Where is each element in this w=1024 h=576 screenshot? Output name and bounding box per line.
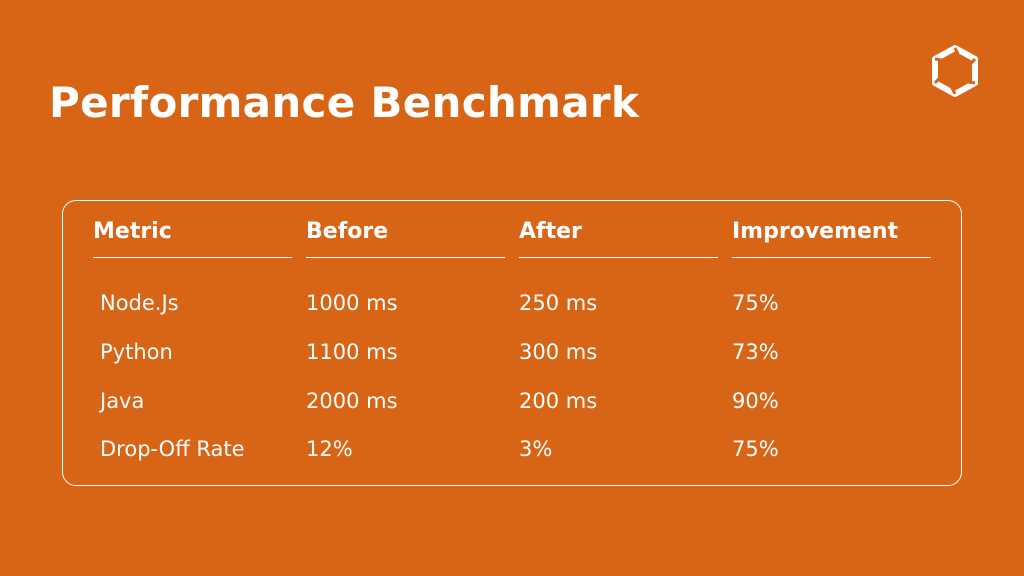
table-cell: 1000 ms bbox=[306, 291, 398, 315]
header-rule bbox=[732, 257, 931, 258]
table-cell: 75% bbox=[732, 437, 779, 461]
table-frame bbox=[62, 200, 962, 486]
logo bbox=[932, 45, 978, 97]
header-rule bbox=[519, 257, 718, 258]
header-rule bbox=[306, 257, 505, 258]
table-cell: Node.Js bbox=[100, 291, 179, 315]
column-header: Improvement bbox=[732, 219, 899, 244]
column-header: After bbox=[519, 219, 582, 244]
table-cell: 90% bbox=[732, 389, 779, 413]
table-cell: 1100 ms bbox=[306, 340, 398, 364]
table-cell: 200 ms bbox=[519, 389, 598, 413]
table-cell: 250 ms bbox=[519, 291, 598, 315]
header-rule bbox=[93, 257, 292, 258]
column-header: Metric bbox=[93, 219, 172, 244]
table-cell: 2000 ms bbox=[306, 389, 398, 413]
page-title: Performance Benchmark bbox=[49, 78, 640, 127]
table-cell: 75% bbox=[732, 291, 779, 315]
table-cell: 73% bbox=[732, 340, 779, 364]
table-cell: 3% bbox=[519, 437, 553, 461]
table-cell: Java bbox=[100, 389, 145, 413]
column-header: Before bbox=[306, 219, 389, 244]
table-cell: 12% bbox=[306, 437, 353, 461]
table-cell: Python bbox=[100, 340, 173, 364]
table-cell: Drop-Off Rate bbox=[100, 437, 245, 461]
table-cell: 300 ms bbox=[519, 340, 598, 364]
